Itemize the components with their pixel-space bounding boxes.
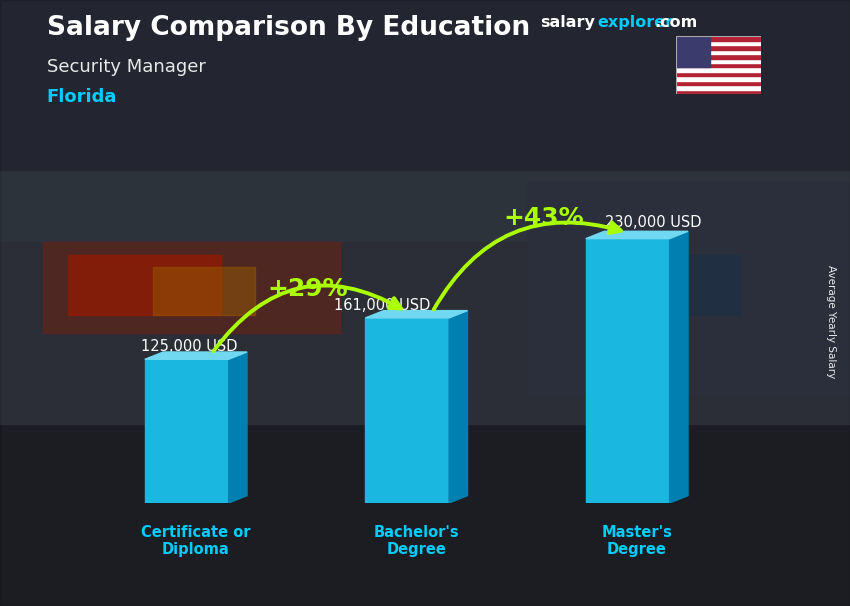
Text: +43%: +43%	[503, 206, 584, 230]
Text: 125,000 USD: 125,000 USD	[140, 339, 237, 355]
Bar	[676, 90, 761, 94]
Bar	[676, 63, 761, 67]
Polygon shape	[229, 352, 247, 503]
Bar	[676, 36, 761, 41]
Text: Master's
Degree: Master's Degree	[602, 525, 672, 557]
Bar	[676, 36, 710, 67]
Bar	[612, 255, 740, 315]
Text: Security Manager: Security Manager	[47, 58, 206, 76]
Bar	[0, 0, 850, 170]
Polygon shape	[144, 352, 247, 359]
Bar	[42, 242, 340, 333]
Bar	[144, 359, 229, 503]
Bar	[676, 41, 761, 45]
Text: 161,000 USD: 161,000 USD	[334, 298, 430, 313]
Bar	[153, 267, 255, 315]
Bar	[527, 182, 850, 394]
Text: Florida: Florida	[47, 88, 117, 106]
Text: .com: .com	[654, 15, 698, 30]
Text: Bachelor's
Degree: Bachelor's Degree	[374, 525, 459, 557]
Bar	[68, 255, 221, 315]
Polygon shape	[366, 311, 468, 318]
Bar	[676, 81, 761, 85]
Bar	[676, 50, 761, 54]
Text: salary: salary	[540, 15, 595, 30]
Bar	[586, 239, 670, 503]
Polygon shape	[586, 231, 688, 239]
Polygon shape	[449, 311, 468, 503]
Polygon shape	[670, 231, 688, 503]
Text: Certificate or
Diploma: Certificate or Diploma	[141, 525, 251, 557]
Text: +29%: +29%	[268, 278, 348, 301]
Bar	[366, 318, 449, 503]
Text: Salary Comparison By Education: Salary Comparison By Education	[47, 15, 530, 41]
Bar	[0, 242, 850, 424]
Bar	[676, 85, 761, 90]
Bar	[676, 76, 761, 81]
Text: explorer: explorer	[598, 15, 674, 30]
Bar	[676, 72, 761, 76]
Bar	[676, 45, 761, 50]
Text: 230,000 USD: 230,000 USD	[604, 215, 701, 230]
Bar	[676, 67, 761, 72]
Bar	[676, 54, 761, 59]
Bar	[676, 59, 761, 63]
Text: Average Yearly Salary: Average Yearly Salary	[826, 265, 836, 378]
Bar	[0, 394, 850, 606]
